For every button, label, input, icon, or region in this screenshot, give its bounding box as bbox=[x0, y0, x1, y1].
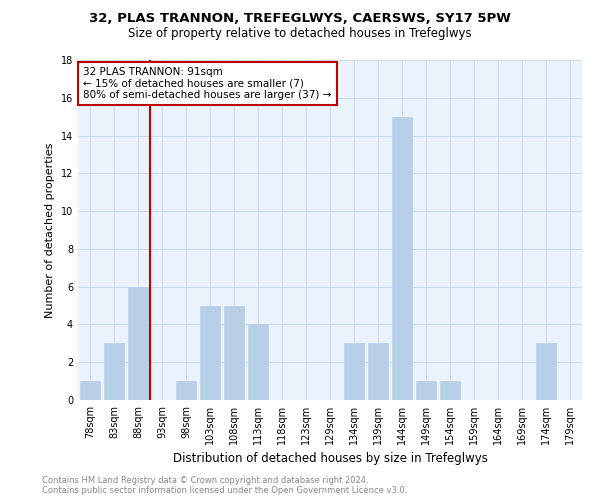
Text: 32, PLAS TRANNON, TREFEGLWYS, CAERSWS, SY17 5PW: 32, PLAS TRANNON, TREFEGLWYS, CAERSWS, S… bbox=[89, 12, 511, 26]
Bar bbox=[416, 381, 436, 400]
Bar bbox=[392, 116, 412, 400]
X-axis label: Distribution of detached houses by size in Trefeglwys: Distribution of detached houses by size … bbox=[173, 452, 487, 466]
Bar bbox=[440, 381, 460, 400]
Bar bbox=[224, 306, 244, 400]
Text: Contains HM Land Registry data © Crown copyright and database right 2024.
Contai: Contains HM Land Registry data © Crown c… bbox=[42, 476, 407, 495]
Bar bbox=[80, 381, 100, 400]
Bar bbox=[176, 381, 196, 400]
Text: 32 PLAS TRANNON: 91sqm
← 15% of detached houses are smaller (7)
80% of semi-deta: 32 PLAS TRANNON: 91sqm ← 15% of detached… bbox=[83, 67, 331, 100]
Bar bbox=[200, 306, 220, 400]
Text: Size of property relative to detached houses in Trefeglwys: Size of property relative to detached ho… bbox=[128, 28, 472, 40]
Bar bbox=[368, 344, 388, 400]
Bar bbox=[248, 324, 268, 400]
Y-axis label: Number of detached properties: Number of detached properties bbox=[45, 142, 55, 318]
Bar bbox=[104, 344, 124, 400]
Bar bbox=[344, 344, 364, 400]
Bar bbox=[128, 286, 148, 400]
Bar bbox=[536, 344, 556, 400]
